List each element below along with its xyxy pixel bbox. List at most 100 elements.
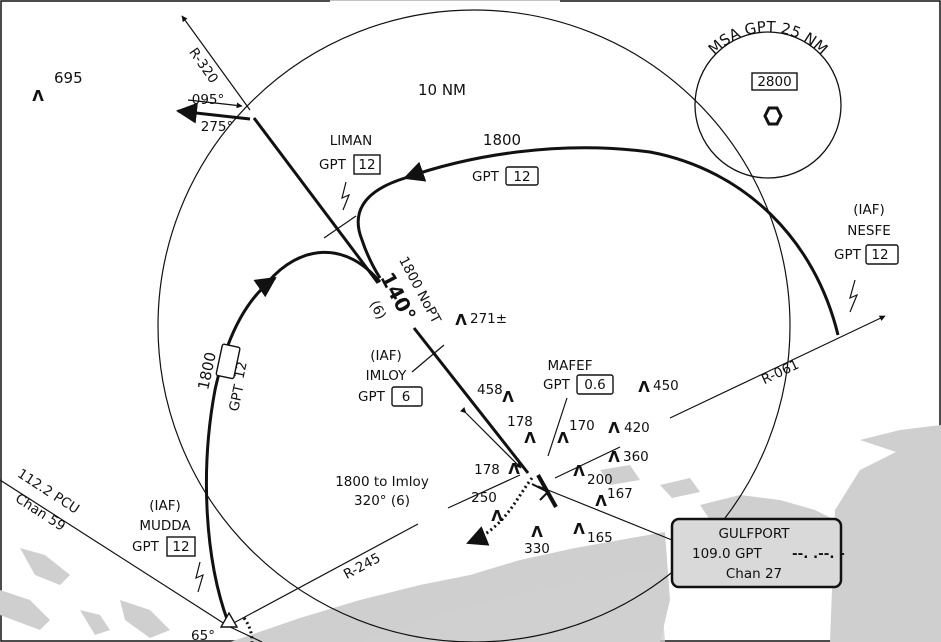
svg-text:250: 250 — [471, 490, 497, 506]
procedure-turn-north — [356, 176, 406, 279]
coastline-land — [0, 425, 941, 642]
svg-text:360: 360 — [623, 449, 649, 465]
gulfport-chan: Chan 27 — [726, 566, 782, 582]
fix-mafef: MAFEF GPT 0.6 — [543, 358, 614, 457]
nesfe-dme: 12 — [871, 247, 888, 263]
liman-dme: 12 — [358, 157, 375, 173]
nesfe-gpt: GPT — [834, 247, 862, 263]
svg-text:450: 450 — [653, 378, 679, 394]
liman-gpt: GPT — [319, 157, 347, 173]
vortac-hexagon-icon — [763, 106, 783, 126]
svg-text:Λ: Λ — [573, 520, 585, 538]
radial-061-line-inner — [554, 446, 621, 479]
gulfport-name: GULFPORT — [718, 526, 790, 542]
liman-fix-bolt — [341, 181, 351, 211]
obstacle-167: Λ 167 — [595, 486, 633, 510]
imloy-gpt: GPT — [358, 389, 386, 405]
svg-text:Λ: Λ — [32, 87, 44, 105]
ten-nm-ring — [157, 9, 791, 642]
msa-panel: MSA GPT 25 NM 2800 — [694, 18, 842, 179]
course-275-arrow — [175, 102, 251, 124]
svg-text:178: 178 — [474, 462, 500, 478]
nesfe-role: (IAF) — [853, 202, 885, 218]
liman-name: LIMAN — [330, 133, 372, 149]
imloy-note-line1: 1800 to Imloy — [335, 474, 429, 490]
radial-320-line — [181, 15, 251, 111]
imloy-note-line2: 320° (6) — [354, 493, 410, 509]
obstacle-200: Λ 200 — [573, 462, 613, 488]
imloy-role: (IAF) — [370, 348, 402, 364]
svg-text:Λ: Λ — [573, 462, 585, 480]
fix-mudda: (IAF) MUDDA GPT 12 — [132, 498, 204, 593]
svg-text:178: 178 — [507, 414, 533, 430]
pcu-radial-extension — [227, 625, 263, 642]
mudda-dme: 12 — [172, 539, 189, 555]
svg-text:458: 458 — [477, 382, 503, 398]
nesfe-fix-bolt — [849, 279, 859, 313]
svg-text:Λ: Λ — [508, 460, 520, 478]
obstacle-271: Λ 271± — [455, 311, 507, 329]
nesfe-name: NESFE — [847, 223, 891, 239]
radial-245-label: R-245 — [341, 550, 383, 583]
svg-text:Λ: Λ — [491, 507, 503, 525]
arc-west-path — [204, 276, 277, 623]
radial-320-label: R-320 — [185, 45, 221, 87]
mudda-fix-bolt — [195, 561, 204, 593]
obstacle-360: Λ 360 — [608, 448, 649, 466]
svg-text:Λ: Λ — [595, 492, 607, 510]
imloy-name: IMLOY — [366, 368, 408, 384]
vor-triangle-icon — [219, 611, 239, 628]
svg-text:Λ: Λ — [531, 523, 543, 541]
imloy-distance-arrow — [460, 407, 522, 469]
svg-text:165: 165 — [587, 530, 613, 546]
svg-text:271±: 271± — [470, 311, 507, 327]
radial-245-line-inner — [447, 474, 521, 509]
gulfport-feeder-line — [537, 485, 673, 541]
svg-text:167: 167 — [607, 486, 633, 502]
mafef-gpt: GPT — [543, 377, 571, 393]
obstacle-450: Λ 450 — [638, 378, 679, 396]
course-095-arrow — [187, 99, 243, 109]
obstacle-178-south: Λ 178 — [474, 460, 520, 478]
svg-text:330: 330 — [524, 541, 550, 557]
arc-north-alt: 1800 — [483, 131, 521, 149]
gulfport-morse: --. .--. - — [792, 546, 845, 562]
fix-nesfe: (IAF) NESFE GPT 12 — [834, 202, 899, 313]
mudda-role: (IAF) — [149, 498, 181, 514]
obstacle-165: Λ 165 — [573, 520, 613, 546]
arc-north-path — [403, 146, 840, 336]
arc-west-dme: 12 — [231, 360, 250, 380]
mudda-name: MUDDA — [139, 518, 191, 534]
svg-text:695: 695 — [54, 69, 83, 87]
svg-text:Λ: Λ — [608, 419, 620, 437]
svg-text:420: 420 — [624, 420, 650, 436]
mafef-dme: 0.6 — [584, 377, 605, 393]
ring-label: 10 NM — [418, 81, 466, 99]
obstacle-420: Λ 420 — [608, 419, 650, 437]
procedure-turn-west — [266, 250, 382, 283]
radial-061-line-outer — [669, 315, 886, 419]
pcu-radial-line — [0, 479, 229, 627]
svg-text:Λ: Λ — [557, 429, 569, 447]
svg-text:Λ: Λ — [502, 388, 514, 406]
final-distance: (6) — [366, 298, 389, 322]
gulfport-freq: 109.0 GPT — [692, 546, 763, 562]
course-095-label: 095° — [192, 92, 225, 108]
bottom-arc-degrees: 65° — [191, 628, 215, 642]
mafef-name: MAFEF — [548, 358, 593, 374]
radial-245-line — [227, 523, 419, 627]
gulfport-navaid-box: GULFPORT 109.0 GPT --. .--. - Chan 27 — [670, 517, 845, 589]
missed-approach-path — [466, 477, 534, 546]
svg-text:Λ: Λ — [455, 311, 467, 329]
obstacle-695: Λ 695 — [32, 69, 82, 105]
runway-symbol — [531, 474, 558, 508]
radial-061-label: R-061 — [759, 357, 802, 388]
arc-north-gpt: GPT — [472, 169, 500, 185]
